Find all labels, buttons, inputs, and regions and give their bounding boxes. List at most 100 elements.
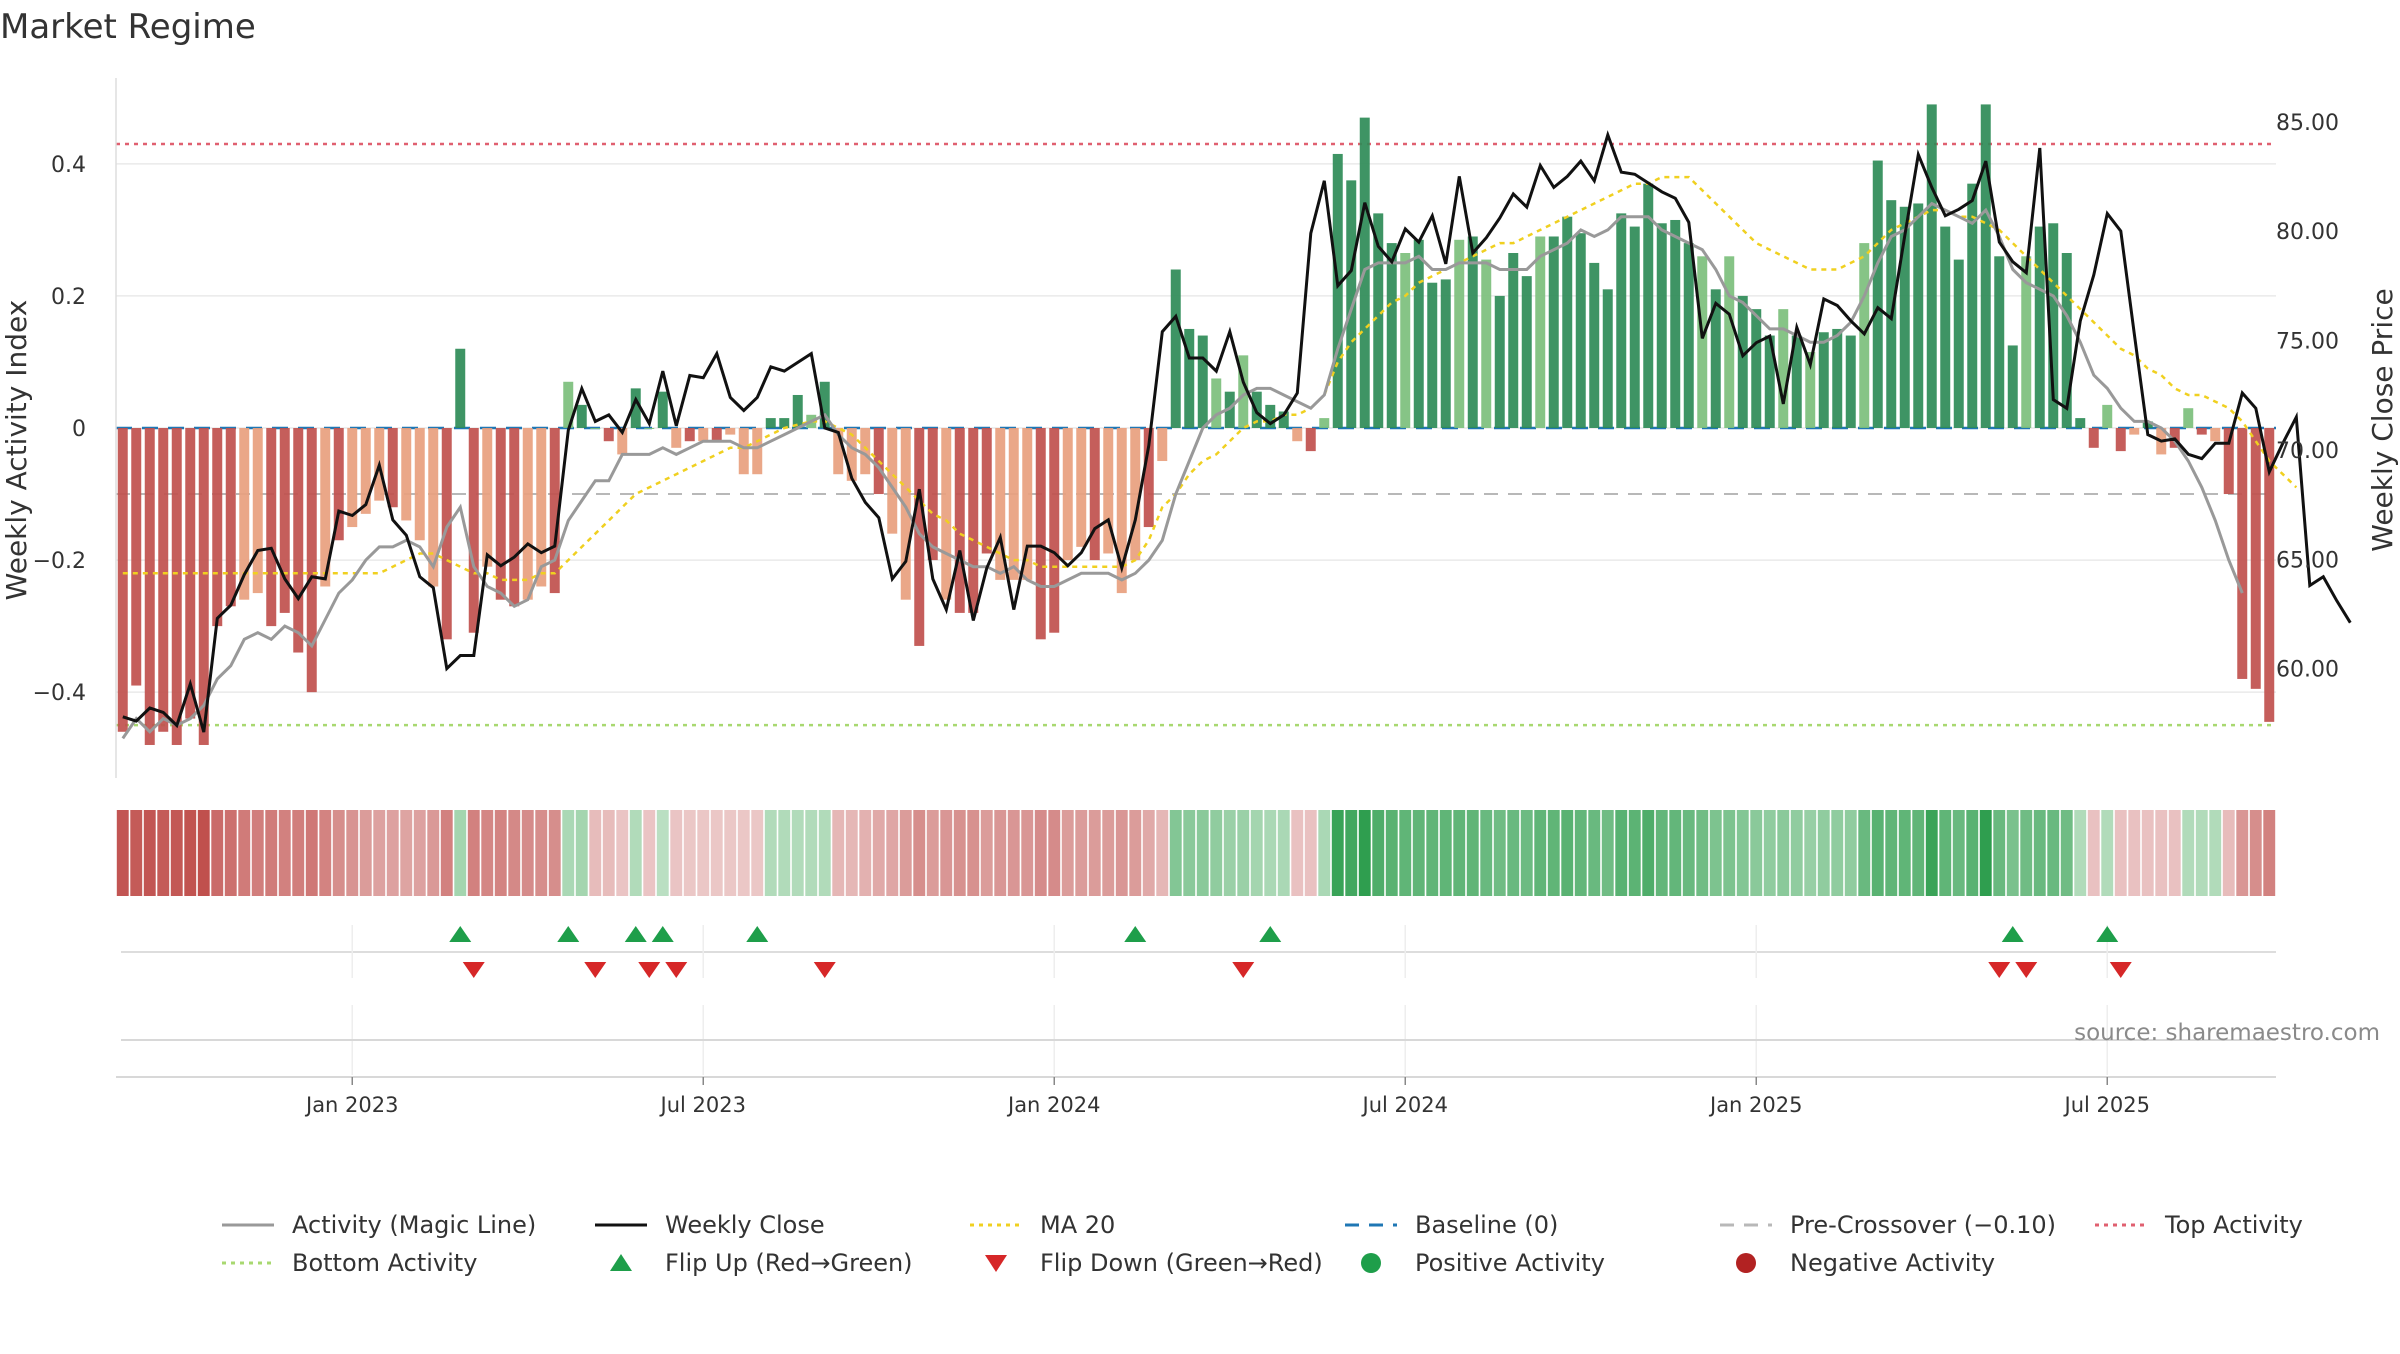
activity-bar xyxy=(158,428,169,732)
flip-up-marker xyxy=(557,926,580,942)
regime-cell xyxy=(521,810,534,896)
activity-bar xyxy=(1184,328,1195,428)
activity-bar xyxy=(333,428,344,541)
activity-bar xyxy=(1265,404,1276,428)
regime-cell xyxy=(1048,810,1061,896)
regime-cell xyxy=(926,810,939,896)
activity-bar xyxy=(2223,428,2234,495)
activity-bar xyxy=(1346,180,1357,428)
activity-bar xyxy=(441,428,452,640)
activity-bar xyxy=(1157,428,1168,462)
y-tick-label: 0 xyxy=(72,417,86,442)
regime-cell xyxy=(1088,810,1101,896)
regime-cell xyxy=(1291,810,1304,896)
flip-up-marker xyxy=(1124,926,1147,942)
regime-cell xyxy=(805,810,818,896)
activity-bar xyxy=(1926,104,1937,428)
activity-bar xyxy=(1521,276,1532,428)
activity-bar xyxy=(684,428,695,442)
activity-bar xyxy=(1913,203,1924,428)
activity-bar xyxy=(1629,226,1640,428)
regime-cell xyxy=(1385,810,1398,896)
activity-bar xyxy=(819,381,830,428)
activity-bar xyxy=(279,428,290,613)
activity-bar xyxy=(1548,236,1559,428)
activity-bar xyxy=(576,404,587,428)
regime-cell xyxy=(2195,810,2208,896)
x-axis: Jan 2023 Jul 2023 Jan 2024 Jul 2024 Jan 2025… xyxy=(116,1076,2276,1117)
regime-cell xyxy=(1871,810,1884,896)
legend-triangle-down-icon xyxy=(985,1255,1007,1272)
activity-bar xyxy=(2129,428,2140,435)
activity-bar xyxy=(306,428,317,693)
activity-bar xyxy=(360,428,371,514)
regime-cell xyxy=(1007,810,1020,896)
activity-bar xyxy=(1278,411,1289,428)
flip-down-marker xyxy=(462,962,485,978)
activity-bar xyxy=(198,428,209,745)
regime-cell xyxy=(535,810,548,896)
regime-cell xyxy=(1399,810,1412,896)
activity-bar xyxy=(1872,160,1883,428)
regime-cell xyxy=(1210,810,1223,896)
regime-cell xyxy=(1021,810,1034,896)
regime-cell xyxy=(1480,810,1493,896)
regime-cell xyxy=(2263,810,2276,896)
activity-bar xyxy=(1778,309,1789,428)
flip-down-marker xyxy=(2015,962,2038,978)
activity-bar xyxy=(266,428,277,627)
flip-down-marker xyxy=(638,962,661,978)
regime-cell xyxy=(1453,810,1466,896)
activity-bar xyxy=(1697,256,1708,428)
activity-bar xyxy=(239,428,250,600)
regime-cell xyxy=(1034,810,1047,896)
regime-cell xyxy=(251,810,264,896)
activity-bar xyxy=(212,428,223,627)
regime-cell xyxy=(1979,810,1992,896)
activity-bar xyxy=(252,428,263,594)
activity-bar xyxy=(1967,183,1978,428)
activity-bar xyxy=(2237,428,2248,679)
activity-bar xyxy=(792,394,803,428)
regime-cell xyxy=(157,810,170,896)
activity-bar xyxy=(1791,335,1802,428)
regime-cell xyxy=(1993,810,2006,896)
regime-cell xyxy=(2155,810,2168,896)
regime-cell xyxy=(872,810,885,896)
activity-bar xyxy=(131,428,142,686)
legend-dot-icon xyxy=(1736,1253,1756,1273)
legend-dot-icon xyxy=(1361,1253,1381,1273)
regime-cell xyxy=(575,810,588,896)
activity-bar xyxy=(1575,233,1586,428)
regime-cell xyxy=(413,810,426,896)
regime-cell xyxy=(548,810,561,896)
regime-cell xyxy=(2074,810,2087,896)
regime-cell xyxy=(1426,810,1439,896)
regime-cell xyxy=(346,810,359,896)
regime-cell xyxy=(1169,810,1182,896)
legend-triangle-up-icon xyxy=(610,1254,632,1271)
empty-lower-panel xyxy=(121,1005,2276,1075)
legend: Activity (Magic Line) Weekly Close MA 20 Ba… xyxy=(222,1211,2303,1277)
reference-lines xyxy=(116,142,2276,727)
regime-cell xyxy=(1318,810,1331,896)
regime-cell xyxy=(278,810,291,896)
regime-cell xyxy=(2047,810,2060,896)
source-label: source: sharemaestro.com xyxy=(2074,1020,2380,1046)
activity-bar xyxy=(1737,295,1748,428)
regime-cell xyxy=(400,810,413,896)
activity-bar xyxy=(1481,259,1492,428)
activity-bar xyxy=(455,348,466,428)
regime-cell xyxy=(1858,810,1871,896)
activity-bar xyxy=(1710,289,1721,428)
activity-bar xyxy=(1805,352,1816,428)
activity-bar xyxy=(1008,428,1019,580)
regime-cell xyxy=(683,810,696,896)
activity-bar xyxy=(1994,256,2005,428)
activity-bar xyxy=(549,428,560,594)
activity-bar xyxy=(1940,226,1951,428)
regime-cell xyxy=(1156,810,1169,896)
activity-bar xyxy=(2210,428,2221,442)
regime-cell xyxy=(1790,810,1803,896)
regime-cell xyxy=(238,810,251,896)
